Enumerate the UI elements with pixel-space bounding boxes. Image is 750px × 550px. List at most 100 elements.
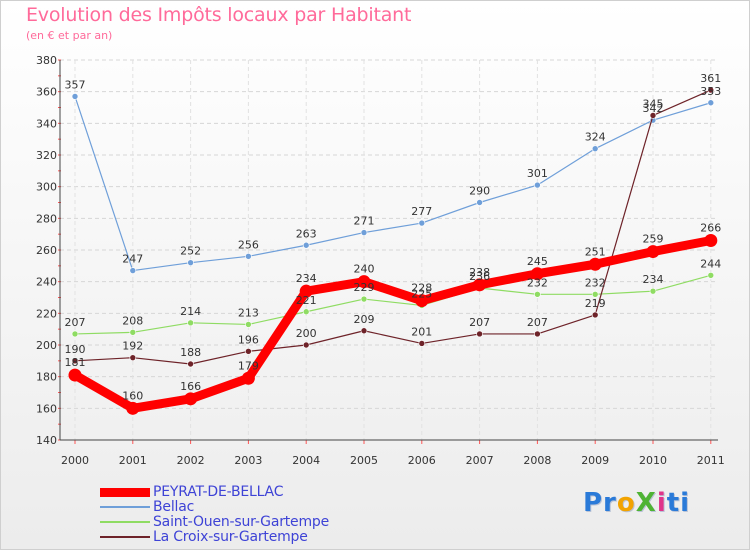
data-point bbox=[591, 145, 599, 152]
data-label: 160 bbox=[122, 389, 143, 402]
legend-label: PEYRAT-DE-BELLAC bbox=[153, 484, 284, 500]
series-2 bbox=[71, 272, 715, 338]
data-point bbox=[530, 267, 544, 281]
series-1 bbox=[71, 93, 715, 274]
x-tick-label: 2005 bbox=[350, 454, 378, 467]
data-labels: 181 160 166 179 234 240 228 238 245 251 259 266 357 2… bbox=[65, 72, 722, 402]
x-tick-label: 2009 bbox=[581, 454, 609, 467]
series-lines bbox=[68, 86, 718, 415]
x-tick-label: 2010 bbox=[639, 454, 667, 467]
data-label: 277 bbox=[411, 205, 432, 218]
series-line bbox=[72, 236, 712, 413]
data-label: 207 bbox=[65, 316, 86, 329]
data-point bbox=[473, 278, 487, 292]
data-point bbox=[68, 368, 82, 382]
y-tick-label: 140 bbox=[36, 434, 57, 447]
data-label: 245 bbox=[527, 255, 548, 268]
data-point bbox=[476, 199, 483, 206]
logo-part: ti bbox=[666, 488, 691, 518]
legend-swatch bbox=[100, 521, 150, 523]
data-point bbox=[588, 257, 602, 271]
proxiti-logo: ProXiti bbox=[583, 488, 690, 518]
series-line bbox=[74, 89, 712, 365]
chart-title: Evolution des Impôts locaux par Habitant bbox=[26, 4, 412, 26]
data-label: 190 bbox=[65, 343, 86, 356]
data-label: 345 bbox=[643, 97, 664, 110]
data-label: 228 bbox=[411, 282, 432, 295]
data-label: 256 bbox=[238, 238, 259, 251]
data-label: 219 bbox=[585, 297, 606, 310]
data-label: 271 bbox=[354, 215, 375, 228]
data-point bbox=[704, 234, 718, 247]
data-point bbox=[245, 321, 252, 328]
series-3 bbox=[71, 86, 715, 368]
data-label: 207 bbox=[527, 316, 548, 329]
data-point bbox=[241, 371, 255, 385]
data-point bbox=[71, 330, 79, 338]
data-label: 290 bbox=[469, 185, 490, 198]
data-label: 252 bbox=[180, 245, 201, 258]
data-label: 208 bbox=[122, 314, 143, 327]
data-point bbox=[360, 327, 368, 335]
data-point bbox=[126, 401, 140, 415]
y-tick-label: 380 bbox=[36, 54, 57, 67]
x-tick-label: 2002 bbox=[177, 454, 205, 467]
y-tick-label: 280 bbox=[36, 212, 57, 225]
data-point bbox=[129, 329, 137, 336]
logo-part: X bbox=[635, 488, 657, 518]
data-label: 263 bbox=[296, 227, 317, 240]
data-point bbox=[534, 330, 541, 338]
y-tick-label: 180 bbox=[36, 371, 57, 384]
data-point bbox=[534, 181, 541, 189]
x-tick-label: 2011 bbox=[697, 454, 725, 467]
data-label: 247 bbox=[122, 253, 143, 266]
y-tick-label: 240 bbox=[36, 276, 57, 289]
data-point bbox=[646, 245, 660, 259]
data-label: 232 bbox=[527, 276, 548, 289]
y-tick-label: 320 bbox=[36, 149, 57, 162]
data-point bbox=[187, 259, 194, 266]
data-point bbox=[476, 330, 483, 338]
data-label: 236 bbox=[469, 270, 490, 283]
data-point bbox=[187, 360, 194, 368]
data-label: 181 bbox=[65, 356, 86, 369]
data-label: 234 bbox=[643, 273, 664, 286]
chart-subtitle: (en € et par an) bbox=[26, 29, 113, 42]
data-point bbox=[707, 99, 715, 107]
axes: 140 160 180 200 220 240 260 280 300 320 340 360 380 2… bbox=[36, 54, 725, 467]
data-point bbox=[649, 112, 657, 119]
data-point bbox=[129, 354, 137, 361]
data-label: 166 bbox=[180, 380, 201, 393]
data-point bbox=[129, 267, 137, 274]
data-point bbox=[71, 93, 79, 100]
data-label: 251 bbox=[585, 245, 606, 258]
data-label: 240 bbox=[354, 263, 375, 276]
y-tick-label: 260 bbox=[36, 244, 57, 257]
data-label: 259 bbox=[643, 233, 664, 246]
data-label: 324 bbox=[585, 131, 606, 144]
data-point bbox=[302, 341, 310, 349]
legend-label: La Croix-sur-Gartempe bbox=[153, 529, 308, 545]
legend-swatch bbox=[100, 536, 150, 538]
data-label: 188 bbox=[180, 346, 201, 359]
data-label: 357 bbox=[65, 78, 86, 91]
data-label: 234 bbox=[296, 272, 317, 285]
series-line bbox=[74, 96, 711, 272]
x-tick-label: 2008 bbox=[523, 454, 551, 467]
data-label: 207 bbox=[469, 316, 490, 329]
x-tick-label: 2003 bbox=[234, 454, 262, 467]
data-label: 209 bbox=[354, 313, 375, 326]
data-point bbox=[302, 308, 310, 316]
x-tick-label: 2006 bbox=[408, 454, 436, 467]
data-point bbox=[299, 284, 313, 298]
data-label: 200 bbox=[296, 327, 317, 340]
legend-swatch bbox=[100, 487, 150, 497]
x-tick-label: 2000 bbox=[61, 454, 89, 467]
data-point bbox=[415, 294, 429, 308]
data-point bbox=[360, 229, 368, 236]
data-label: 353 bbox=[700, 85, 721, 98]
y-tick-label: 340 bbox=[36, 117, 57, 130]
legend-swatch bbox=[100, 506, 150, 508]
data-point bbox=[418, 340, 426, 347]
x-tick-label: 2001 bbox=[119, 454, 147, 467]
